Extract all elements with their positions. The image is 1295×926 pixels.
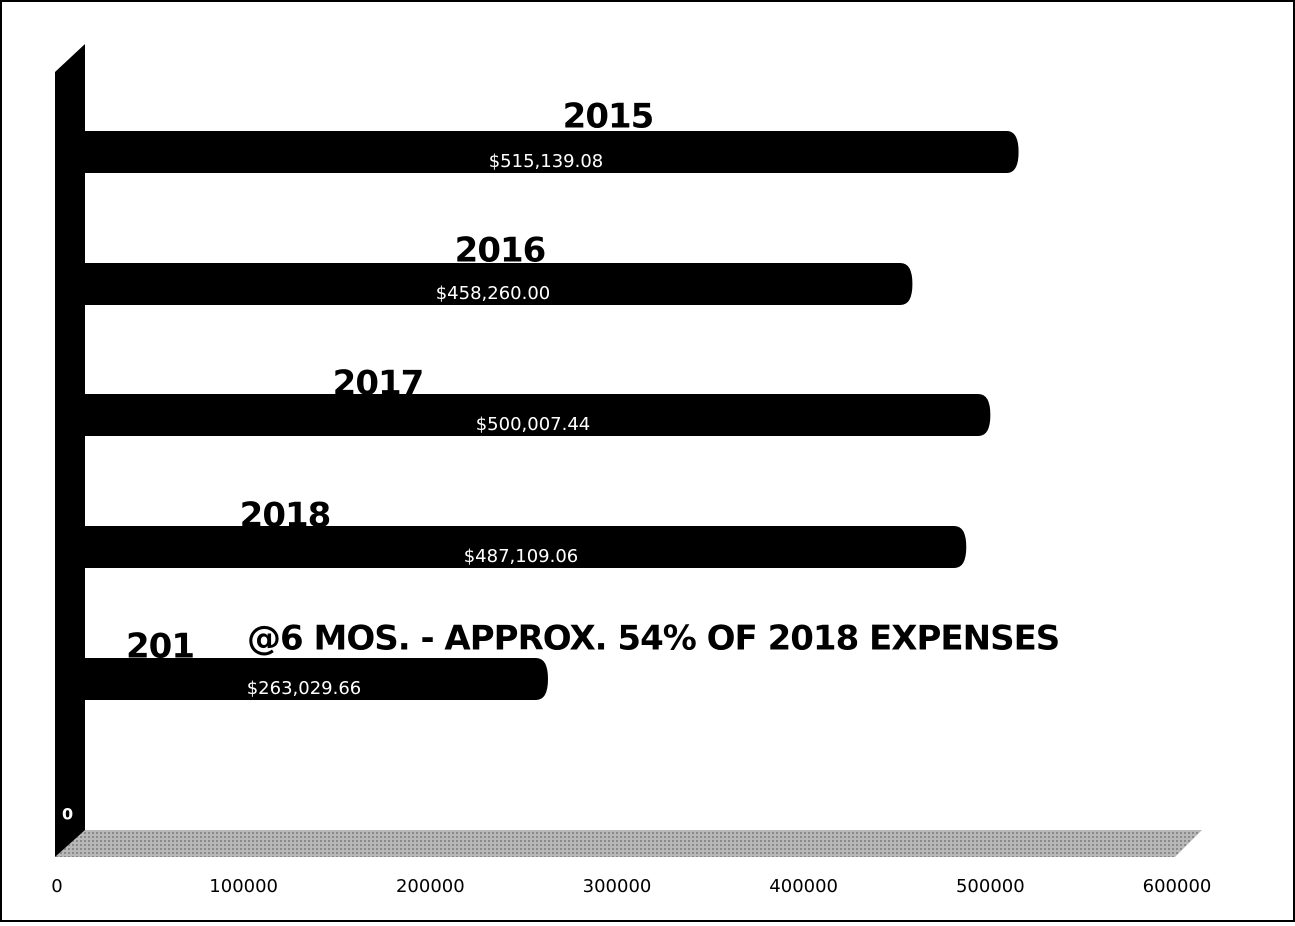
annotation: 0 (62, 805, 73, 824)
category-label: 201 (126, 627, 194, 667)
value-label: $487,109.06 (464, 546, 579, 567)
category-label: 2016 (455, 231, 546, 271)
value-label: $458,260.00 (436, 283, 551, 304)
x-tick-label: 500000 (956, 876, 1025, 897)
bar (57, 263, 913, 305)
category-label: 2015 (563, 97, 654, 137)
bar (57, 131, 1019, 173)
floor (55, 830, 1202, 857)
bar (57, 658, 548, 700)
category-label: 2018 (240, 496, 331, 536)
bar (57, 394, 991, 436)
x-tick-label: 100000 (209, 876, 278, 897)
x-tick-label: 200000 (396, 876, 465, 897)
x-tick-label: 300000 (583, 876, 652, 897)
value-label: $500,007.44 (476, 414, 591, 435)
value-label: $515,139.08 (489, 151, 604, 172)
axis-wall (55, 44, 85, 857)
x-tick-label: 600000 (1143, 876, 1212, 897)
category-label: 2017 (333, 364, 424, 404)
annotation: @6 MOS. - APPROX. 54% OF 2018 EXPENSES (247, 619, 1059, 659)
bar (57, 526, 967, 568)
x-tick-label: 400000 (769, 876, 838, 897)
value-label: $263,029.66 (247, 678, 362, 699)
x-tick-label: 0 (51, 876, 62, 897)
